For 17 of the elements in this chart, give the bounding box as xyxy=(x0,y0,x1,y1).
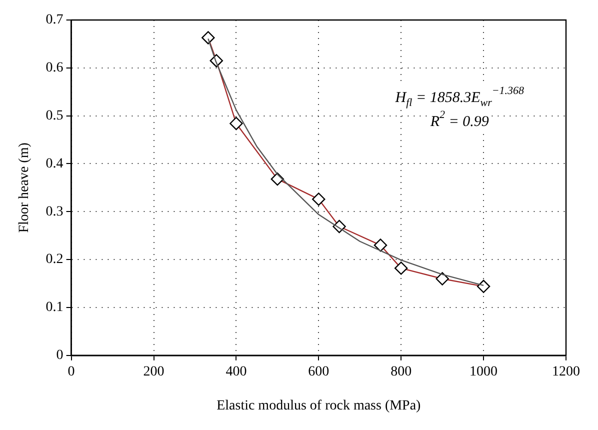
y-tick-label: 0.7 xyxy=(46,12,64,28)
x-axis-title: Elastic modulus of rock mass (MPa) xyxy=(216,398,422,414)
x-tick-label: 200 xyxy=(143,364,164,380)
x-tick-label: 400 xyxy=(226,364,247,380)
y-axis-title: Floor heave (m) xyxy=(17,142,32,233)
x-tick-label: 1000 xyxy=(470,364,498,380)
x-tick-label: 600 xyxy=(308,364,330,380)
y-tick-label: 0.2 xyxy=(46,252,64,268)
y-tick-label: 0.3 xyxy=(46,204,64,220)
y-tick-label: 0 xyxy=(56,348,64,364)
x-tick-label: 1200 xyxy=(552,364,580,380)
x-tick-label: 0 xyxy=(68,364,75,380)
y-tick-label: 0.4 xyxy=(46,156,64,172)
y-tick-label: 0.6 xyxy=(46,60,64,76)
y-tick-label: 0.5 xyxy=(46,108,64,124)
y-tick-label: 0.1 xyxy=(46,300,64,316)
x-tick-label: 800 xyxy=(390,364,412,380)
